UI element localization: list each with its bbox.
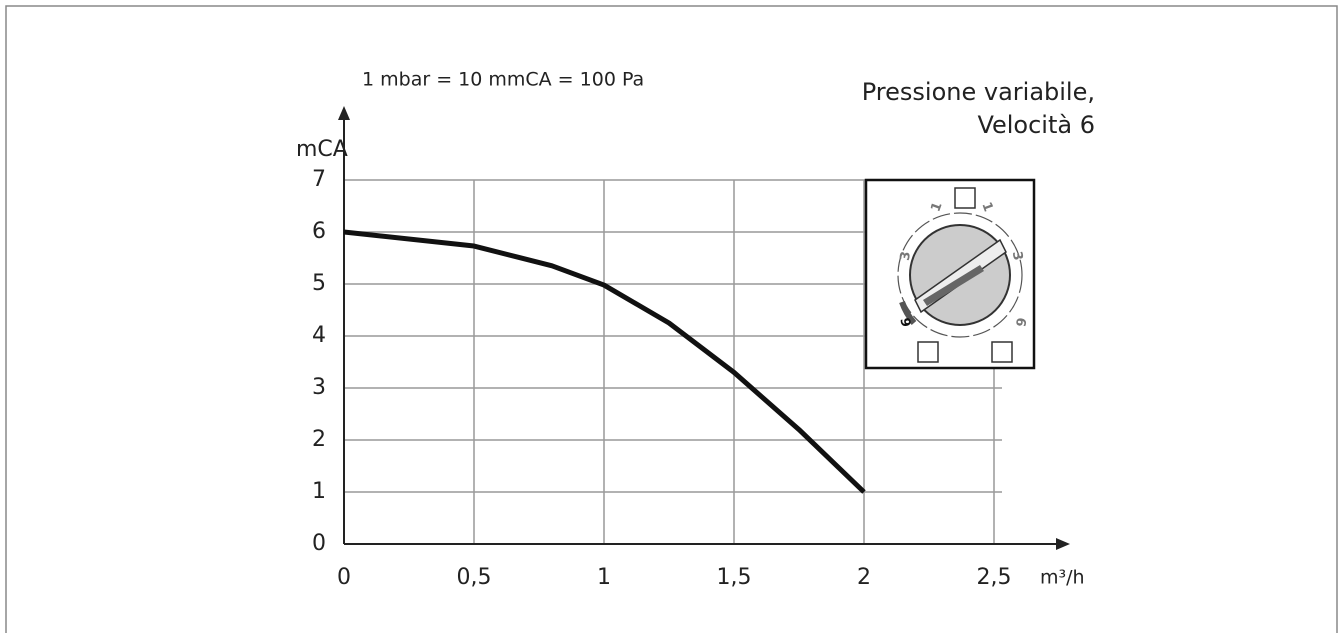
x-tick-label: 2,5 [977,565,1012,590]
y-axis-label: mCA [296,137,348,162]
dial-icon [992,342,1012,362]
y-tick-label: 2 [312,427,326,452]
dial-inset: 1 1 3 3 6 6 [866,180,1034,368]
x-tick-label: 1 [597,565,611,590]
y-tick-label: 6 [312,219,326,244]
annotation: 1 mbar = 10 mmCA = 100 Pa [362,69,644,91]
y-tick-label: 1 [312,479,326,504]
y-tick-label: 4 [312,323,326,348]
chart-subtitle: Velocità 6 [977,111,1095,139]
y-tick-label: 0 [312,531,326,556]
dial-icon [955,188,975,208]
x-axis-arrow [1056,538,1070,550]
x-tick-label: 1,5 [717,565,752,590]
chart-title: Pressione variabile, [862,78,1095,106]
dial-icon [918,342,938,362]
x-tick-label: 2 [857,565,871,590]
y-tick-label: 3 [312,375,326,400]
y-axis-arrow [338,106,350,120]
frame [6,6,1337,633]
chart: 1 mbar = 10 mmCA = 100 Pa Pressione vari… [0,0,1344,633]
x-axis-label: m³/h [1040,567,1085,589]
y-tick-label: 5 [312,271,326,296]
x-tick-label: 0,5 [457,565,492,590]
y-tick-label: 7 [312,167,326,192]
x-tick-label: 0 [337,565,351,590]
